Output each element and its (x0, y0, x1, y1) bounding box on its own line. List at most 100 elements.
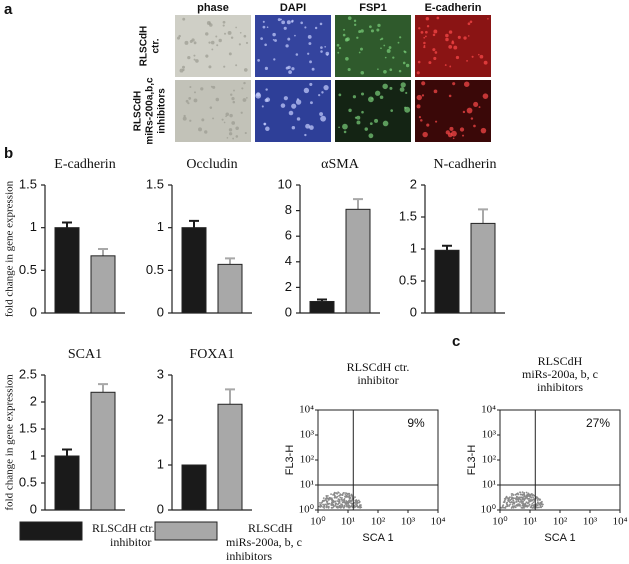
micrograph (335, 15, 411, 77)
plot-title: inhibitors (537, 380, 583, 394)
cell (230, 93, 233, 96)
event (334, 500, 336, 503)
cell (433, 56, 437, 61)
cell (210, 40, 215, 45)
cell (436, 16, 440, 20)
event (532, 506, 535, 508)
cell (232, 100, 236, 104)
column-header: E-cadherin (425, 2, 482, 14)
cell (288, 70, 292, 75)
cell (343, 130, 347, 134)
cell (422, 131, 428, 138)
cell (208, 65, 212, 69)
event (530, 492, 533, 495)
cell (212, 85, 216, 89)
cell (238, 43, 241, 46)
event (526, 497, 529, 500)
cell (273, 58, 276, 61)
event (515, 503, 518, 506)
cell (453, 45, 458, 50)
event (341, 505, 344, 508)
event (327, 503, 330, 506)
cell (426, 123, 430, 127)
cell (423, 46, 426, 49)
cell (300, 21, 303, 25)
event (521, 500, 523, 502)
cell (342, 123, 348, 130)
cell (356, 36, 359, 39)
cell (463, 36, 467, 40)
legend-swatch (19, 521, 83, 541)
cell (482, 93, 489, 99)
micrograph (255, 80, 331, 142)
y-tick-label: 0 (30, 501, 37, 516)
cell (399, 36, 402, 39)
cell (294, 34, 296, 37)
cell (265, 88, 268, 91)
event (342, 506, 345, 509)
y-tick-label: 0.5 (19, 262, 37, 277)
event (330, 493, 332, 496)
cell (178, 34, 181, 38)
cell (309, 82, 313, 86)
event (504, 497, 507, 500)
event (512, 494, 515, 496)
y-tick-label: 10 (278, 176, 292, 191)
cell (205, 54, 209, 58)
cell (444, 64, 447, 67)
cell (264, 66, 269, 70)
bar (90, 391, 116, 511)
event (508, 505, 511, 507)
cell (445, 33, 449, 38)
cell (447, 132, 453, 138)
cell (225, 115, 227, 118)
cell (380, 37, 384, 40)
bar (434, 249, 460, 314)
event (359, 504, 361, 507)
cell (462, 110, 466, 114)
cell (383, 69, 387, 74)
plot-title: RLSCdH ctr. (347, 360, 410, 374)
event (348, 492, 351, 495)
event (524, 497, 527, 500)
event (512, 506, 515, 509)
legend-swatch (154, 521, 218, 541)
cell (388, 46, 392, 49)
event (345, 501, 348, 504)
row-label: inhibitors (157, 88, 168, 134)
cell (392, 56, 395, 59)
event (528, 503, 531, 506)
cell (398, 69, 402, 73)
event (512, 497, 515, 500)
event (516, 495, 518, 498)
event (331, 502, 334, 505)
chart-title: Occludin (186, 157, 237, 172)
cell (239, 31, 242, 34)
cell (209, 106, 213, 109)
cell (343, 28, 345, 31)
cell (323, 85, 329, 91)
y-tick-label: 0.5 (399, 272, 417, 287)
y-tick-label: 0 (285, 304, 292, 319)
cell (266, 26, 269, 29)
cell (457, 35, 461, 39)
cell (222, 24, 225, 27)
cell (338, 126, 340, 129)
cell (231, 121, 236, 125)
event (343, 505, 346, 508)
event (531, 502, 534, 505)
event (354, 499, 357, 502)
cell (228, 128, 233, 132)
chart-title: N-cadherin (434, 157, 497, 172)
cell (371, 97, 374, 100)
event (532, 496, 534, 499)
event (345, 496, 347, 499)
cell (222, 20, 226, 24)
event (348, 496, 351, 499)
event (322, 506, 325, 508)
event (509, 503, 511, 506)
cell (452, 82, 456, 86)
y-tick-label: 2 (157, 411, 164, 426)
y-tick-label: 1.5 (399, 208, 417, 223)
